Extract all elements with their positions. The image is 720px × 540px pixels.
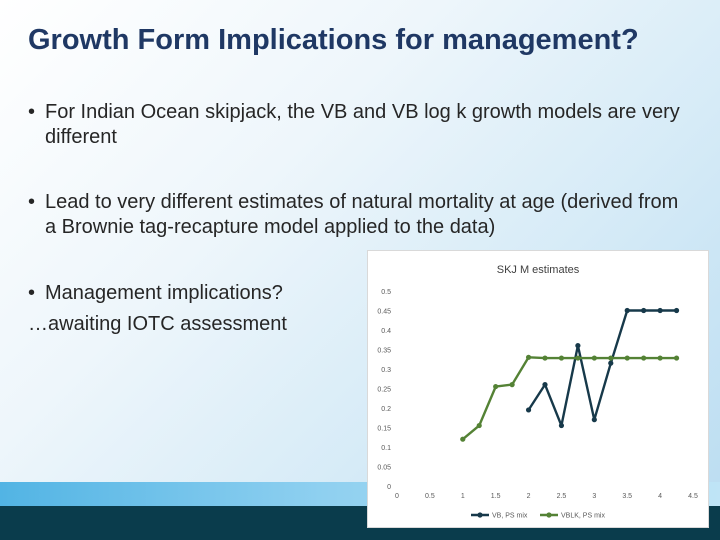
y-tick-label: 0.3 [381, 367, 391, 374]
x-tick-label: 0.5 [425, 493, 435, 500]
y-tick-label: 0.45 [377, 309, 391, 316]
y-tick-label: 0.35 [377, 348, 391, 355]
y-tick-label: 0.4 [381, 328, 391, 335]
data-point [608, 355, 614, 361]
data-point [525, 407, 532, 413]
data-point [509, 382, 515, 388]
data-point [575, 343, 581, 349]
legend-label: VBLK, PS mix [561, 513, 605, 520]
y-tick-label: 0 [387, 484, 391, 491]
legend-label: VB, PS mix [492, 513, 528, 520]
y-tick-label: 0.05 [377, 465, 391, 472]
data-point [575, 355, 581, 361]
data-point [460, 436, 466, 442]
y-tick-label: 0.2 [381, 406, 391, 413]
y-tick-label: 0.15 [377, 426, 391, 433]
skj-m-chart: SKJ M estimates 0 0.05 0.1 0.15 0.2 0.25 0.3 0.… [377, 264, 698, 520]
series-line-1 [527, 309, 677, 427]
bullet-dot-icon: • [28, 101, 36, 123]
bullet-dot-icon: • [28, 191, 36, 213]
data-point [558, 422, 565, 429]
x-tick-label: 1 [461, 493, 465, 500]
data-point [525, 354, 532, 360]
bullet-2-text: Lead to very different estimates of natu… [45, 191, 679, 238]
bullet-1: • For Indian Ocean skipjack, the VB and … [28, 100, 693, 150]
x-tick-label: 2.5 [557, 493, 567, 500]
chart-title: SKJ M estimates [497, 264, 580, 276]
data-point [591, 417, 597, 423]
legend-swatch-marker [546, 512, 552, 518]
bullet-2: • Lead to very different estimates of na… [28, 190, 693, 240]
x-tick-label: 3 [592, 493, 596, 500]
data-point [624, 307, 630, 314]
data-point [558, 355, 565, 361]
x-tick-label: 2 [527, 493, 531, 500]
x-tick-label: 0 [395, 493, 399, 500]
bullet-1-text: For Indian Ocean skipjack, the VB and VB… [45, 101, 680, 148]
x-tick-label: 3.5 [622, 493, 632, 500]
x-tick-label: 1.5 [491, 493, 501, 500]
data-point [673, 355, 680, 361]
bullet-dot-icon: • [28, 282, 36, 304]
data-point [657, 355, 663, 361]
data-point [476, 422, 482, 429]
data-point [591, 355, 597, 361]
x-tick-label: 4 [658, 493, 662, 500]
series-line-2 [462, 356, 677, 441]
x-tick-label: 4.5 [688, 493, 698, 500]
y-tick-label: 0.1 [381, 445, 391, 452]
bullet-3: • Management implications? [28, 281, 348, 306]
bullet-3-subline: …awaiting IOTC assessment [28, 313, 287, 335]
data-point [673, 307, 680, 314]
data-point [608, 360, 614, 366]
data-point [641, 355, 647, 361]
chart-container: SKJ M estimates 0 0.05 0.1 0.15 0.2 0.25 0.3 0.… [367, 250, 709, 528]
y-tick-label: 0.5 [381, 289, 391, 296]
data-point [542, 355, 548, 361]
data-point [542, 382, 548, 388]
data-point [624, 355, 630, 361]
bullet-3-text: Management implications? [45, 282, 283, 304]
legend-swatch-marker [477, 512, 483, 518]
data-point [641, 307, 647, 314]
slide-title: Growth Form Implications for management? [28, 24, 639, 56]
y-tick-label: 0.25 [377, 387, 391, 394]
data-point [493, 383, 499, 390]
data-point [657, 307, 663, 314]
